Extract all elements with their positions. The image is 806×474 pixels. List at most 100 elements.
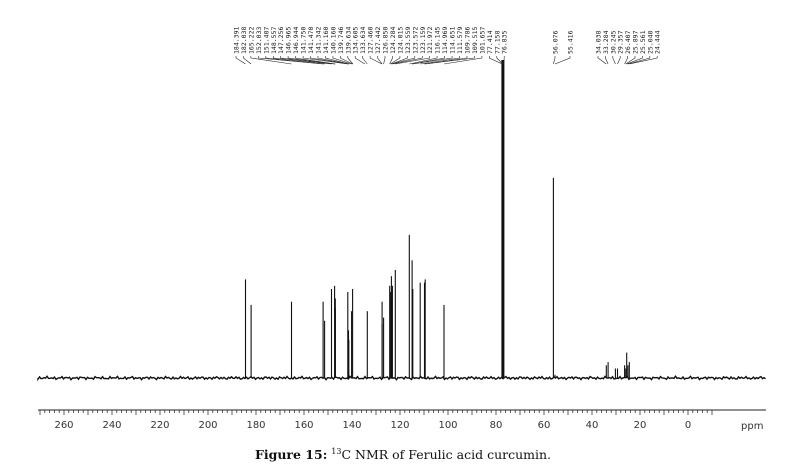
- peak-label-connector: [420, 56, 460, 65]
- peak-label-connector: [629, 56, 658, 65]
- x-tick-label: 40: [586, 420, 599, 431]
- peak-label: 124.284: [389, 27, 397, 54]
- peak-label: 127.442: [374, 27, 382, 54]
- peak-label-connector: [377, 56, 383, 65]
- peak-label: 182.038: [240, 27, 248, 54]
- peak-label: 152.033: [255, 27, 263, 54]
- figure-caption: Figure 15: 13C NMR of Ferulic acid curcu…: [0, 447, 806, 462]
- peak-label-connector: [265, 56, 325, 65]
- peak-label-connector: [295, 56, 336, 65]
- peak-label: 126.850: [382, 27, 390, 54]
- peak-label-connector: [347, 56, 354, 65]
- peak-label-connector: [302, 56, 348, 65]
- x-tick-label: 60: [538, 420, 551, 431]
- peak-label-connector: [443, 56, 483, 65]
- spectrum-peaks: [244, 60, 630, 378]
- peak-label-connector: [392, 56, 423, 65]
- x-tick-label: 0: [685, 420, 691, 431]
- peak-label-connector: [280, 56, 335, 65]
- x-tick-label: 100: [438, 420, 457, 431]
- peak-label-connector: [605, 56, 609, 65]
- peak-label-connector: [310, 56, 349, 65]
- peak-label: 147.256: [277, 27, 285, 54]
- peak-label: 114.969: [441, 27, 449, 54]
- peak-label-connector: [597, 56, 607, 65]
- peak-label: 139.746: [337, 27, 345, 54]
- peak-label: 134.605: [352, 27, 360, 54]
- peak-label: 116.145: [434, 27, 442, 54]
- spectrum-baseline: [37, 374, 766, 382]
- peak-label: 123.572: [411, 27, 419, 54]
- peak-label: 77.158: [493, 30, 501, 54]
- peak-label-connector: [612, 56, 616, 65]
- peak-label-connector: [554, 56, 571, 65]
- peak-label: 151.407: [262, 27, 270, 54]
- peak-label: 26.407: [624, 30, 632, 54]
- peak-label: 127.460: [367, 27, 375, 54]
- peak-label: 25.040: [646, 30, 654, 54]
- peak-label-connector: [258, 56, 324, 65]
- peak-label: 124.015: [396, 27, 404, 54]
- x-tick-label: 80: [490, 420, 503, 431]
- peak-label-connector: [395, 56, 430, 65]
- peak-label: 123.559: [404, 27, 412, 54]
- x-tick-label: 120: [390, 420, 409, 431]
- peak-label-connector: [624, 56, 628, 65]
- peak-label-connector: [424, 56, 468, 65]
- peak-label: 146.944: [292, 27, 300, 54]
- peak-label-connector: [503, 56, 505, 65]
- peak-label-connector: [325, 56, 350, 65]
- peak-label: 133.634: [359, 27, 367, 54]
- peak-label: 123.159: [419, 27, 427, 54]
- figure-number: Figure 15:: [254, 447, 328, 463]
- peak-label: 141.342: [314, 27, 322, 54]
- peak-label: 25.897: [632, 30, 640, 54]
- x-tick-label: 260: [54, 420, 73, 431]
- peak-label-connector: [243, 56, 252, 65]
- peak-label: 55.416: [567, 30, 575, 54]
- peak-label-connector: [625, 56, 636, 65]
- peak-label: 141.750: [300, 27, 308, 54]
- peak-label: 29.357: [617, 30, 625, 54]
- peak-label: 33.284: [602, 30, 610, 54]
- peak-label: 56.076: [552, 30, 560, 54]
- peak-label-connector: [627, 56, 651, 65]
- peak-label: 34.038: [595, 30, 603, 54]
- peak-label-connector: [235, 56, 246, 65]
- peak-label-connector: [354, 56, 366, 65]
- x-axis-unit: ppm: [741, 421, 763, 432]
- peak-label-connector: [389, 56, 393, 65]
- peak-label-connector: [409, 56, 438, 65]
- peak-label-connector: [332, 56, 352, 65]
- x-tick-label: 200: [198, 420, 217, 431]
- peak-label-connector: [496, 56, 504, 65]
- peak-label: 140.160: [329, 27, 337, 54]
- peak-label: 30.245: [609, 30, 617, 54]
- peak-label-connector: [273, 56, 332, 65]
- peak-label-connector: [626, 56, 643, 65]
- peak-label-connector: [391, 56, 408, 65]
- peak-label-connector: [391, 56, 416, 65]
- x-axis: 260 240 220 200 180 160 140 120 100 80 60 40 20 0 ppm: [38, 409, 766, 432]
- x-tick-label: 20: [634, 420, 647, 431]
- nmr-spectrum-chart: 184.391 182.038 165.222 152.033 151.407 148.5…: [37, 27, 766, 432]
- peak-label-connector: [317, 56, 349, 65]
- peak-label-connector: [287, 56, 336, 65]
- peak-label: 146.965: [285, 27, 293, 54]
- peak-label: 165.222: [247, 27, 255, 54]
- peak-label: 24.444: [654, 30, 662, 54]
- peak-label: 109.786: [464, 27, 472, 54]
- peak-label: 111.579: [456, 27, 464, 54]
- peak-label-connector: [489, 56, 503, 65]
- peak-label: 148.557: [270, 27, 278, 54]
- peak-label-connector: [390, 56, 401, 65]
- x-tick-label: 220: [150, 420, 169, 431]
- peak-label: 139.634: [344, 27, 352, 54]
- peak-label-connector: [617, 56, 621, 65]
- caption-text: C NMR of Ferulic acid curcumin.: [341, 447, 552, 463]
- baseline-noise: [37, 374, 766, 382]
- x-tick-label: 160: [294, 420, 313, 431]
- isotope-superscript: 13: [331, 447, 342, 456]
- peak-label-connector: [412, 56, 445, 65]
- x-tick-label: 140: [342, 420, 361, 431]
